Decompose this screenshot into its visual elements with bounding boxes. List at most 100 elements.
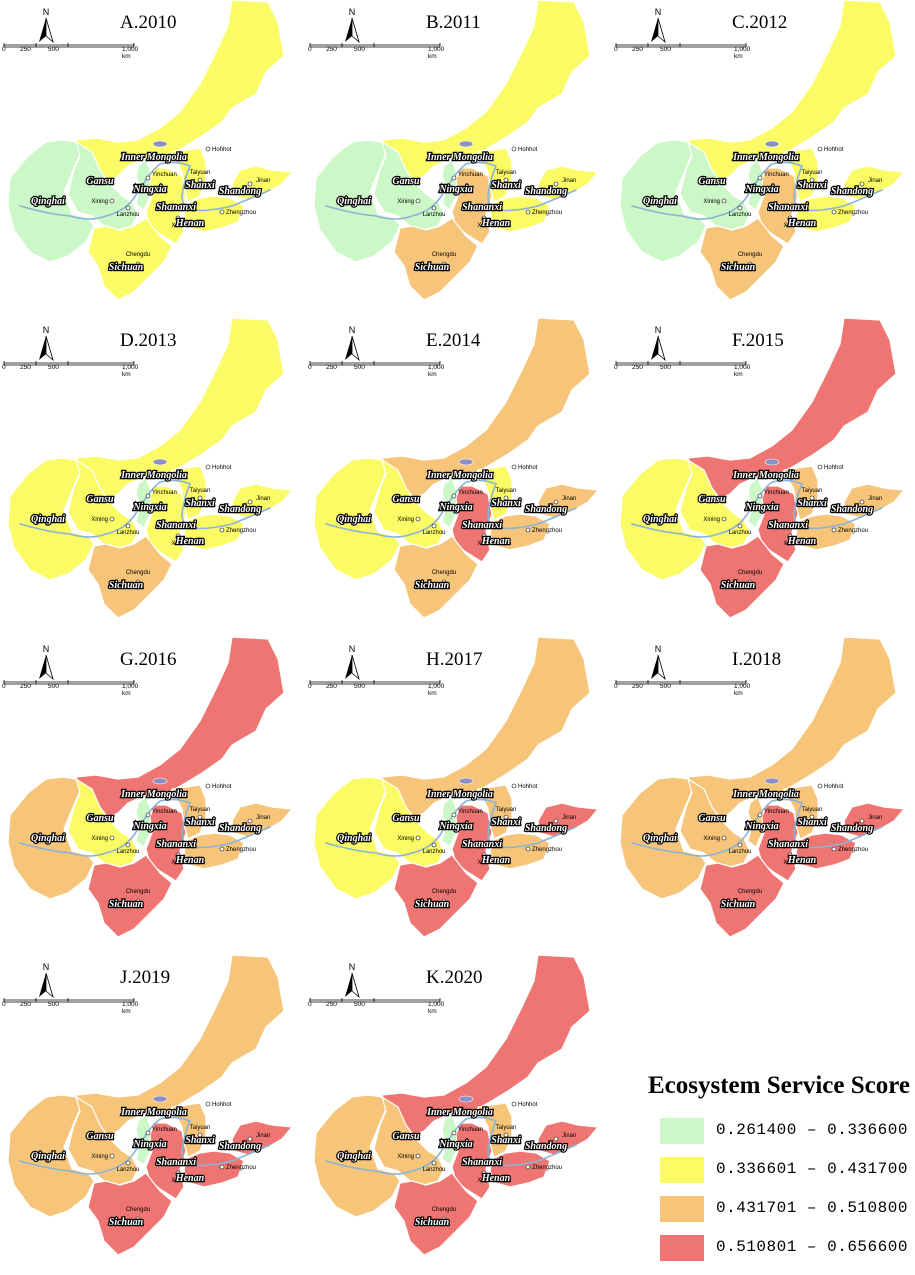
province-sc <box>699 854 785 938</box>
city-label-chengdu: Chengdu <box>432 889 456 895</box>
province-label-im: Inner Mongolia <box>426 470 493 481</box>
lake <box>458 1095 474 1103</box>
scale-tick-label: 250 <box>632 683 643 690</box>
panel-title: F.2015 <box>732 330 784 351</box>
province-nx <box>135 159 153 211</box>
province-hn <box>489 832 551 870</box>
province-sc <box>393 535 479 619</box>
city-label-hohhot: Hohhot <box>518 1102 538 1108</box>
province-label-nx: Ningxia <box>132 502 166 513</box>
map-panel: Hohhot Yinchuan Taiyuan Jinan Xining Lanzhou Z… <box>612 0 912 316</box>
city-label-taiyuan: Taiyuan <box>496 1125 517 1131</box>
province-label-gs: Gansu <box>392 813 420 824</box>
province-sx <box>171 784 207 840</box>
city-marker <box>737 205 743 211</box>
province-qh <box>313 776 401 900</box>
province-im <box>381 317 591 501</box>
province-label-gs: Gansu <box>392 176 420 187</box>
province-label-qh: Qinghai <box>337 514 371 525</box>
province-map: Hohhot Yinchuan Taiyuan Jinan Xining Lanzhou Z… <box>7 0 293 301</box>
city-marker <box>205 783 211 789</box>
city-marker <box>135 898 141 904</box>
city-label-taiyuan: Taiyuan <box>802 170 823 176</box>
north-label: N <box>655 325 662 335</box>
province-label-sd: Shandong <box>525 504 567 515</box>
map-panel: Hohhot Yinchuan Taiyuan Jinan Xining Lanzhou Z… <box>306 0 606 316</box>
city-label-jinan: Jinan <box>562 815 576 821</box>
city-label-zhengzhou: Zhengzhou <box>532 210 562 216</box>
panel-title: K.2020 <box>426 967 483 988</box>
scale-bar: 0 250 500 1,000 km <box>614 354 754 378</box>
province-label-sc: Sichuan <box>415 1217 450 1228</box>
province-map: Hohhot Yinchuan Taiyuan Jinan Xining Lanzhou Z… <box>313 636 599 938</box>
province-sc <box>699 535 785 619</box>
panel-title: A.2010 <box>120 12 177 33</box>
city-marker <box>809 814 815 820</box>
province-im <box>75 317 285 501</box>
city-marker <box>451 175 457 181</box>
city-label-jinan: Jinan <box>256 496 270 502</box>
province-im <box>381 0 591 183</box>
city-marker <box>787 852 793 858</box>
province-label-sc: Sichuan <box>109 580 144 591</box>
province-label-hn: Henan <box>175 855 205 866</box>
city-marker <box>197 177 203 183</box>
province-label-sc: Sichuan <box>415 580 450 591</box>
city-marker <box>787 533 793 539</box>
city-marker <box>451 493 457 499</box>
province-label-gs: Gansu <box>698 813 726 824</box>
scale-tick-label: 1,000 km <box>734 46 751 60</box>
panel-title: H.2017 <box>426 649 483 670</box>
city-marker <box>109 198 115 204</box>
city-label-xining: Xining <box>397 517 414 523</box>
province-label-hn: Henan <box>175 536 205 547</box>
province-label-qh: Qinghai <box>337 196 371 207</box>
city-label-hohhot: Hohhot <box>824 465 844 471</box>
city-label-chengdu: Chengdu <box>126 889 150 895</box>
city-marker <box>503 1132 509 1138</box>
province-label-qh: Qinghai <box>643 196 677 207</box>
city-marker <box>175 1170 181 1176</box>
city-marker <box>859 181 865 187</box>
north-label: N <box>43 644 50 654</box>
province-im <box>687 636 897 820</box>
scale-tick-label: 500 <box>354 1001 365 1008</box>
province-qh <box>7 776 95 900</box>
province-label-nx: Ningxia <box>438 1139 472 1150</box>
province-label-sd: Shandong <box>831 823 873 834</box>
province-sc <box>393 217 479 301</box>
province-label-sn: Shananxi <box>462 202 502 213</box>
city-marker <box>219 527 225 533</box>
city-label-zhengzhou: Zhengzhou <box>226 1165 256 1171</box>
province-label-sn: Shananxi <box>156 202 196 213</box>
city-label-xian: Xi'an <box>477 541 490 547</box>
city-label-taiyuan: Taiyuan <box>802 488 823 494</box>
province-label-hn: Henan <box>175 1173 205 1184</box>
city-label-xian: Xi'an <box>171 223 184 229</box>
city-marker <box>481 1170 487 1176</box>
city-marker <box>125 205 131 211</box>
scale-tick-label: 500 <box>354 364 365 371</box>
province-sc <box>393 1172 479 1256</box>
province-nx <box>135 796 153 848</box>
city-label-xining: Xining <box>703 836 720 842</box>
city-label-hohhot: Hohhot <box>212 465 232 471</box>
scale-tick-label: 1,000 km <box>122 364 139 378</box>
panel-title: D.2013 <box>120 330 177 351</box>
province-sc <box>87 535 173 619</box>
north-label: N <box>349 962 356 972</box>
province-label-sx: Shanxi <box>185 817 215 828</box>
city-label-jinan: Jinan <box>562 1133 576 1139</box>
city-marker <box>135 1216 141 1222</box>
province-sd <box>231 483 293 519</box>
province-hn <box>183 1150 245 1188</box>
city-marker <box>747 261 753 267</box>
province-nx <box>441 796 459 848</box>
province-map: Hohhot Yinchuan Taiyuan Jinan Xining Lanzhou Z… <box>619 0 905 301</box>
city-marker <box>175 852 181 858</box>
province-label-im: Inner Mongolia <box>732 789 799 800</box>
province-label-nx: Ningxia <box>744 502 778 513</box>
city-marker <box>109 516 115 522</box>
province-sx <box>477 465 513 521</box>
province-sc <box>87 217 173 301</box>
